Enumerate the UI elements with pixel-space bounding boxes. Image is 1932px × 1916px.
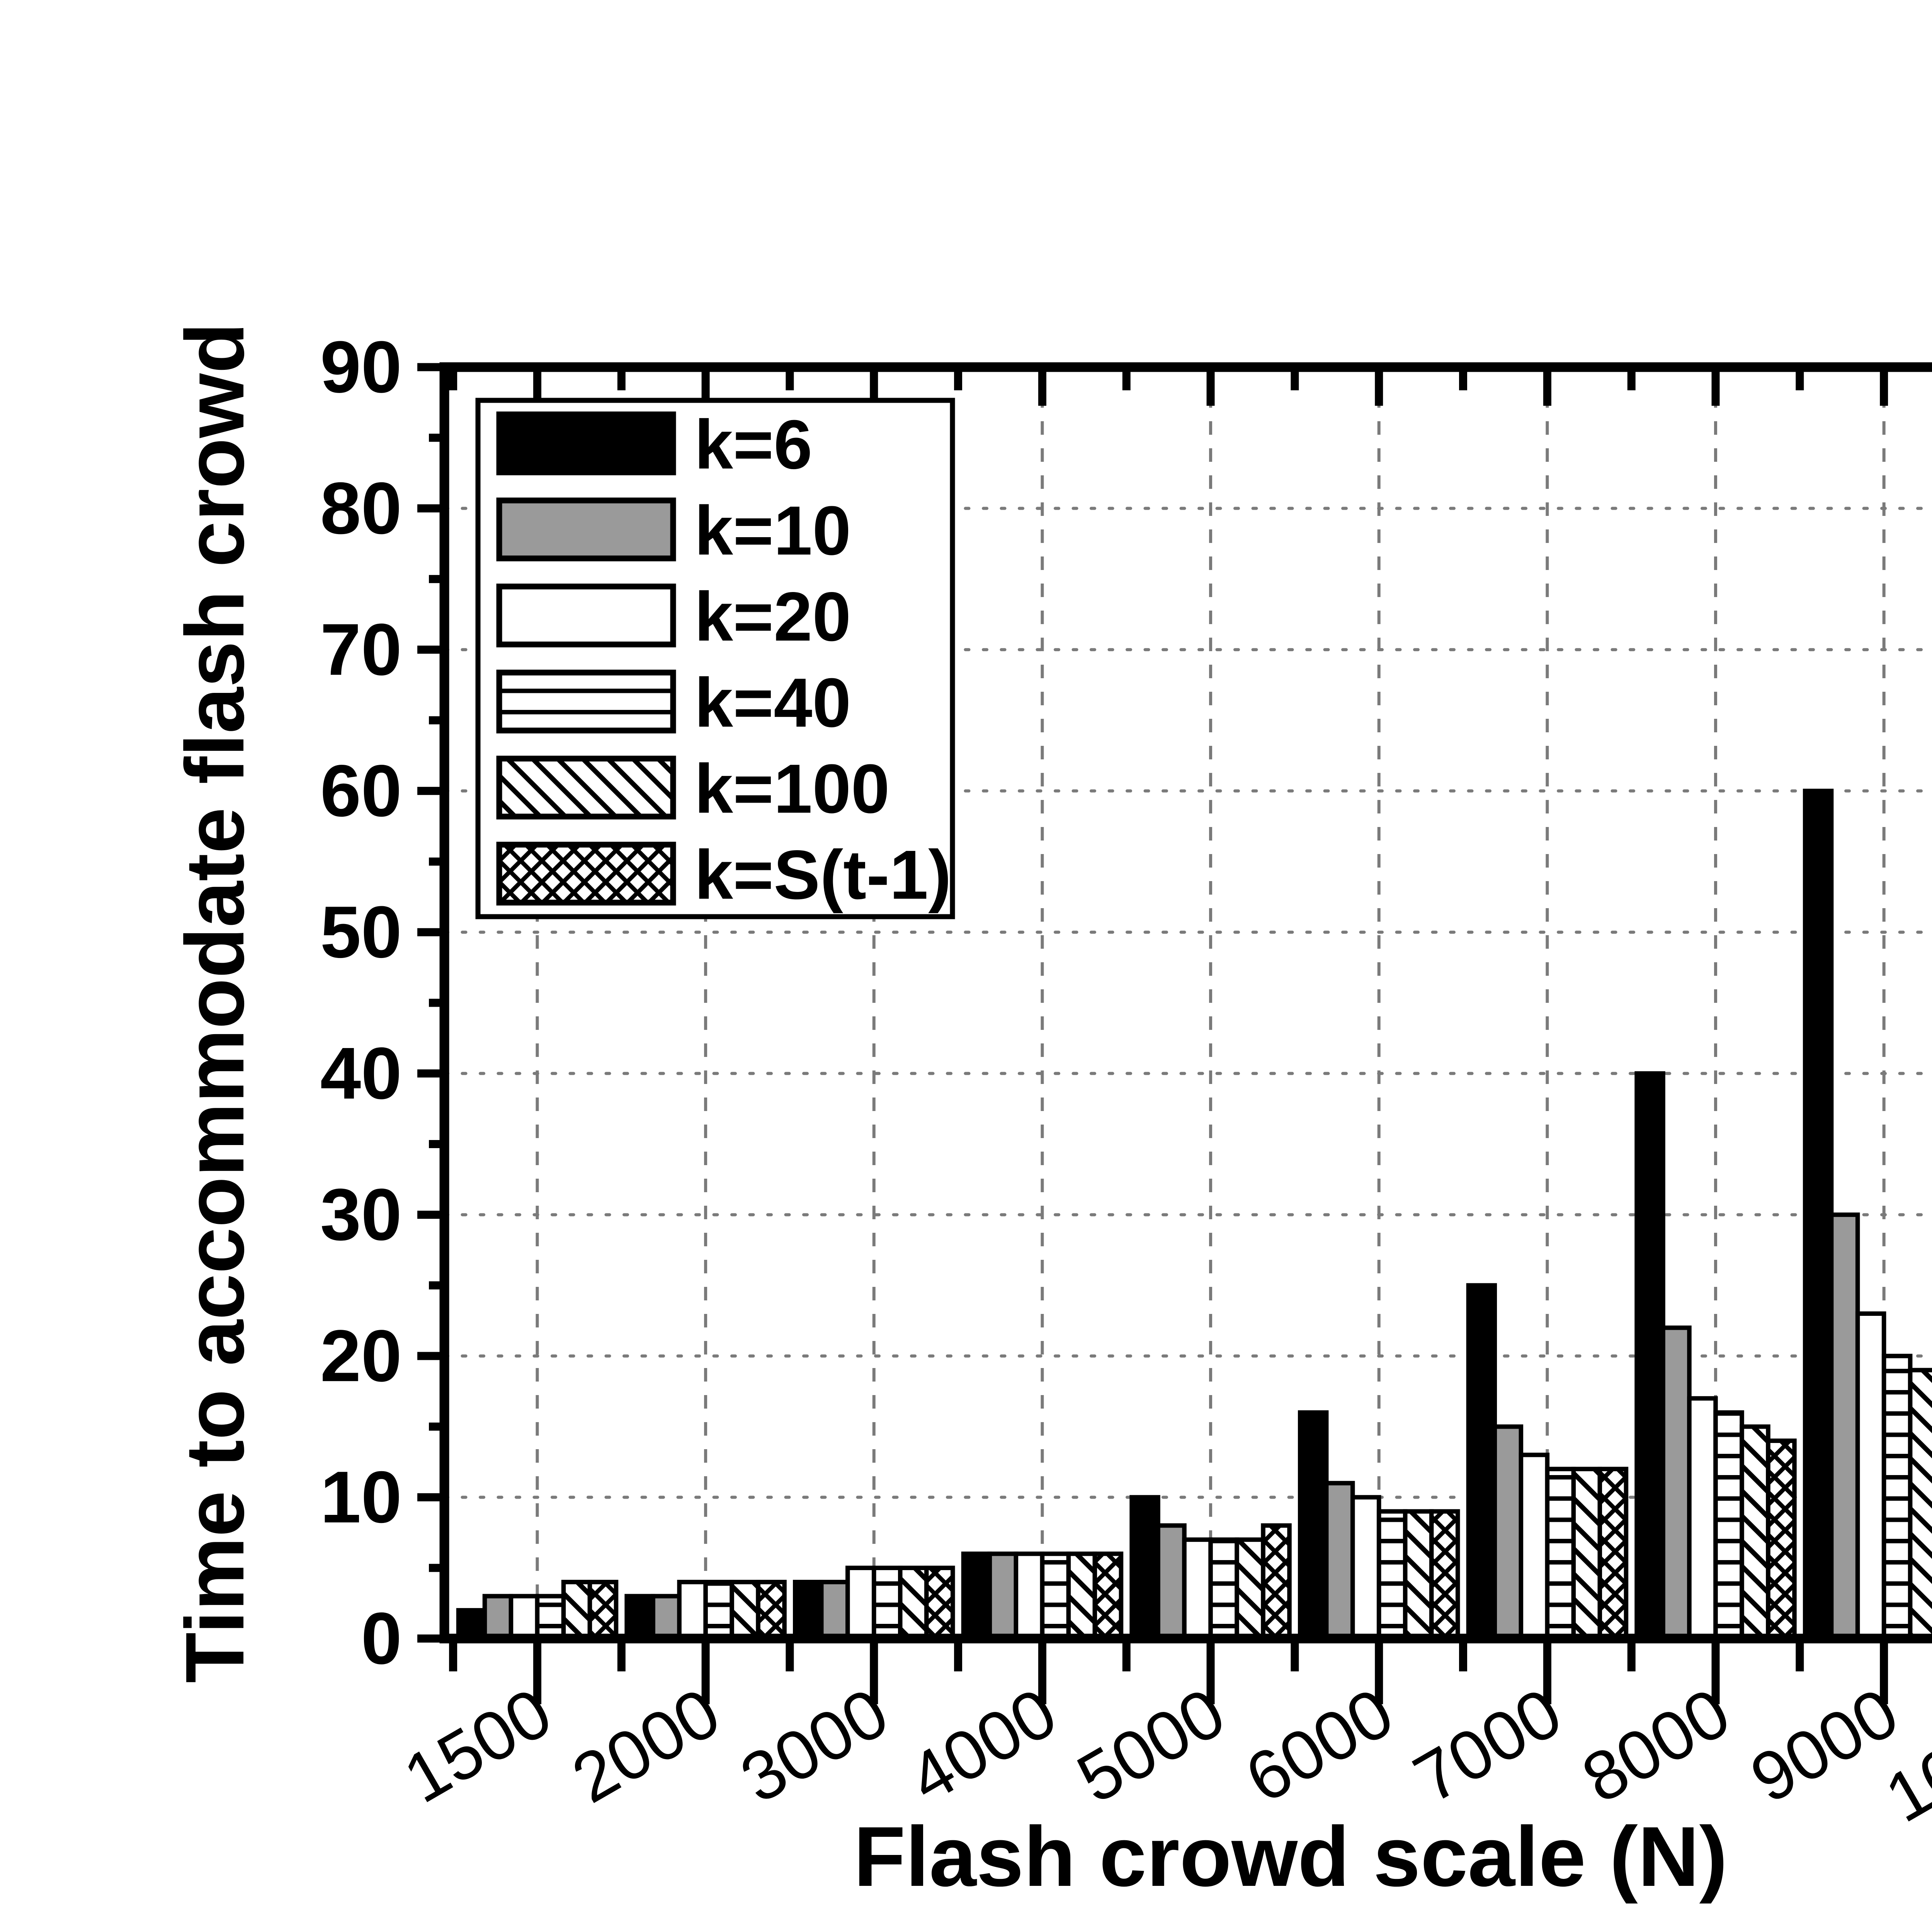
bar (730, 1580, 760, 1641)
bar (1129, 1495, 1160, 1641)
bar (924, 1565, 955, 1641)
bar (845, 1565, 876, 1641)
x-axis-title: Flash crowd scale (N) (854, 1809, 1728, 1904)
bar (872, 1565, 903, 1641)
legend-label: k=6 (694, 406, 812, 483)
y-tick-label: 0 (361, 1598, 402, 1679)
bar (1740, 1424, 1770, 1641)
bar (1713, 1410, 1744, 1641)
bar (819, 1580, 850, 1641)
bar (624, 1594, 655, 1641)
bar (1298, 1410, 1329, 1641)
legend-label: k=S(t-1) (694, 836, 951, 914)
y-tick-label: 90 (320, 326, 402, 408)
bar (1350, 1495, 1381, 1641)
bar (1634, 1071, 1665, 1641)
bar (898, 1565, 929, 1641)
y-tick-label: 40 (320, 1033, 402, 1115)
bar (1376, 1509, 1408, 1641)
bar (756, 1580, 787, 1641)
bar (1597, 1467, 1629, 1641)
y-tick-label: 60 (320, 750, 402, 832)
bar-group-6000 (1298, 1410, 1460, 1641)
bar-group-3000 (793, 1565, 955, 1641)
legend-label: k=40 (694, 664, 851, 742)
bar (1519, 1453, 1550, 1641)
bar (1855, 1311, 1886, 1641)
bar (561, 1580, 592, 1641)
bar (1156, 1523, 1187, 1641)
legend-label: k=20 (694, 578, 851, 656)
legend-swatch (496, 756, 676, 820)
bar-group-9000 (1803, 788, 1932, 1641)
bar-group-5000 (1129, 1495, 1292, 1641)
legend-item: k=10 (496, 492, 851, 570)
legend-item: k=S(t-1) (496, 836, 951, 914)
bar (703, 1580, 734, 1641)
legend-item: k=6 (496, 406, 812, 483)
bar (1766, 1438, 1797, 1641)
legend-swatch (496, 842, 676, 906)
bar (1403, 1509, 1434, 1641)
bar (587, 1580, 619, 1641)
legend-box (475, 398, 955, 919)
bar (1881, 1354, 1913, 1641)
bar (1235, 1537, 1265, 1641)
bar (1687, 1396, 1718, 1641)
bar-group-4000 (961, 1551, 1124, 1641)
ticks-layer (417, 363, 1888, 1705)
bar-group-2000 (624, 1580, 787, 1641)
bar (1014, 1551, 1045, 1641)
bar (677, 1580, 708, 1641)
legend-swatch (496, 584, 676, 648)
bar (1324, 1481, 1355, 1641)
bar (1066, 1551, 1097, 1641)
bar (1261, 1523, 1292, 1641)
legend-item: k=20 (496, 578, 851, 656)
bar (1466, 1283, 1497, 1641)
bar (1429, 1509, 1460, 1641)
y-tick-label: 70 (320, 609, 402, 691)
legend-swatch (496, 411, 676, 475)
bar (509, 1594, 540, 1641)
bar (793, 1580, 824, 1641)
bar (1803, 788, 1834, 1641)
y-tick-label: 10 (320, 1456, 402, 1538)
legend-label: k=10 (694, 492, 851, 570)
legend-item: k=40 (496, 664, 851, 742)
legend-swatch (496, 497, 676, 562)
y-tick-label: 80 (320, 468, 402, 550)
bar (1040, 1551, 1071, 1641)
bar (1829, 1212, 1860, 1641)
y-axis-title: Time to accommodate flash crowd (168, 323, 261, 1683)
bar (987, 1551, 1019, 1641)
bar (1208, 1537, 1239, 1641)
bar (961, 1551, 992, 1641)
legend-swatch (496, 669, 676, 733)
legend-item: k=100 (496, 750, 890, 828)
bar (651, 1594, 682, 1641)
y-tick-label: 30 (320, 1174, 402, 1256)
bar (482, 1594, 514, 1641)
bar (1092, 1551, 1124, 1641)
bar (1545, 1467, 1576, 1641)
bar (1908, 1368, 1932, 1641)
bar (1571, 1467, 1602, 1641)
legend: k=6 k=10 k=20 k=40 k=100 k=S(t-1) (475, 398, 955, 919)
bar (1492, 1424, 1524, 1641)
bar (535, 1594, 566, 1641)
bar (1661, 1326, 1692, 1641)
y-tick-label: 50 (320, 891, 402, 973)
legend-label: k=100 (694, 750, 890, 828)
y-tick-label: 20 (320, 1315, 402, 1397)
bar (1182, 1537, 1213, 1641)
